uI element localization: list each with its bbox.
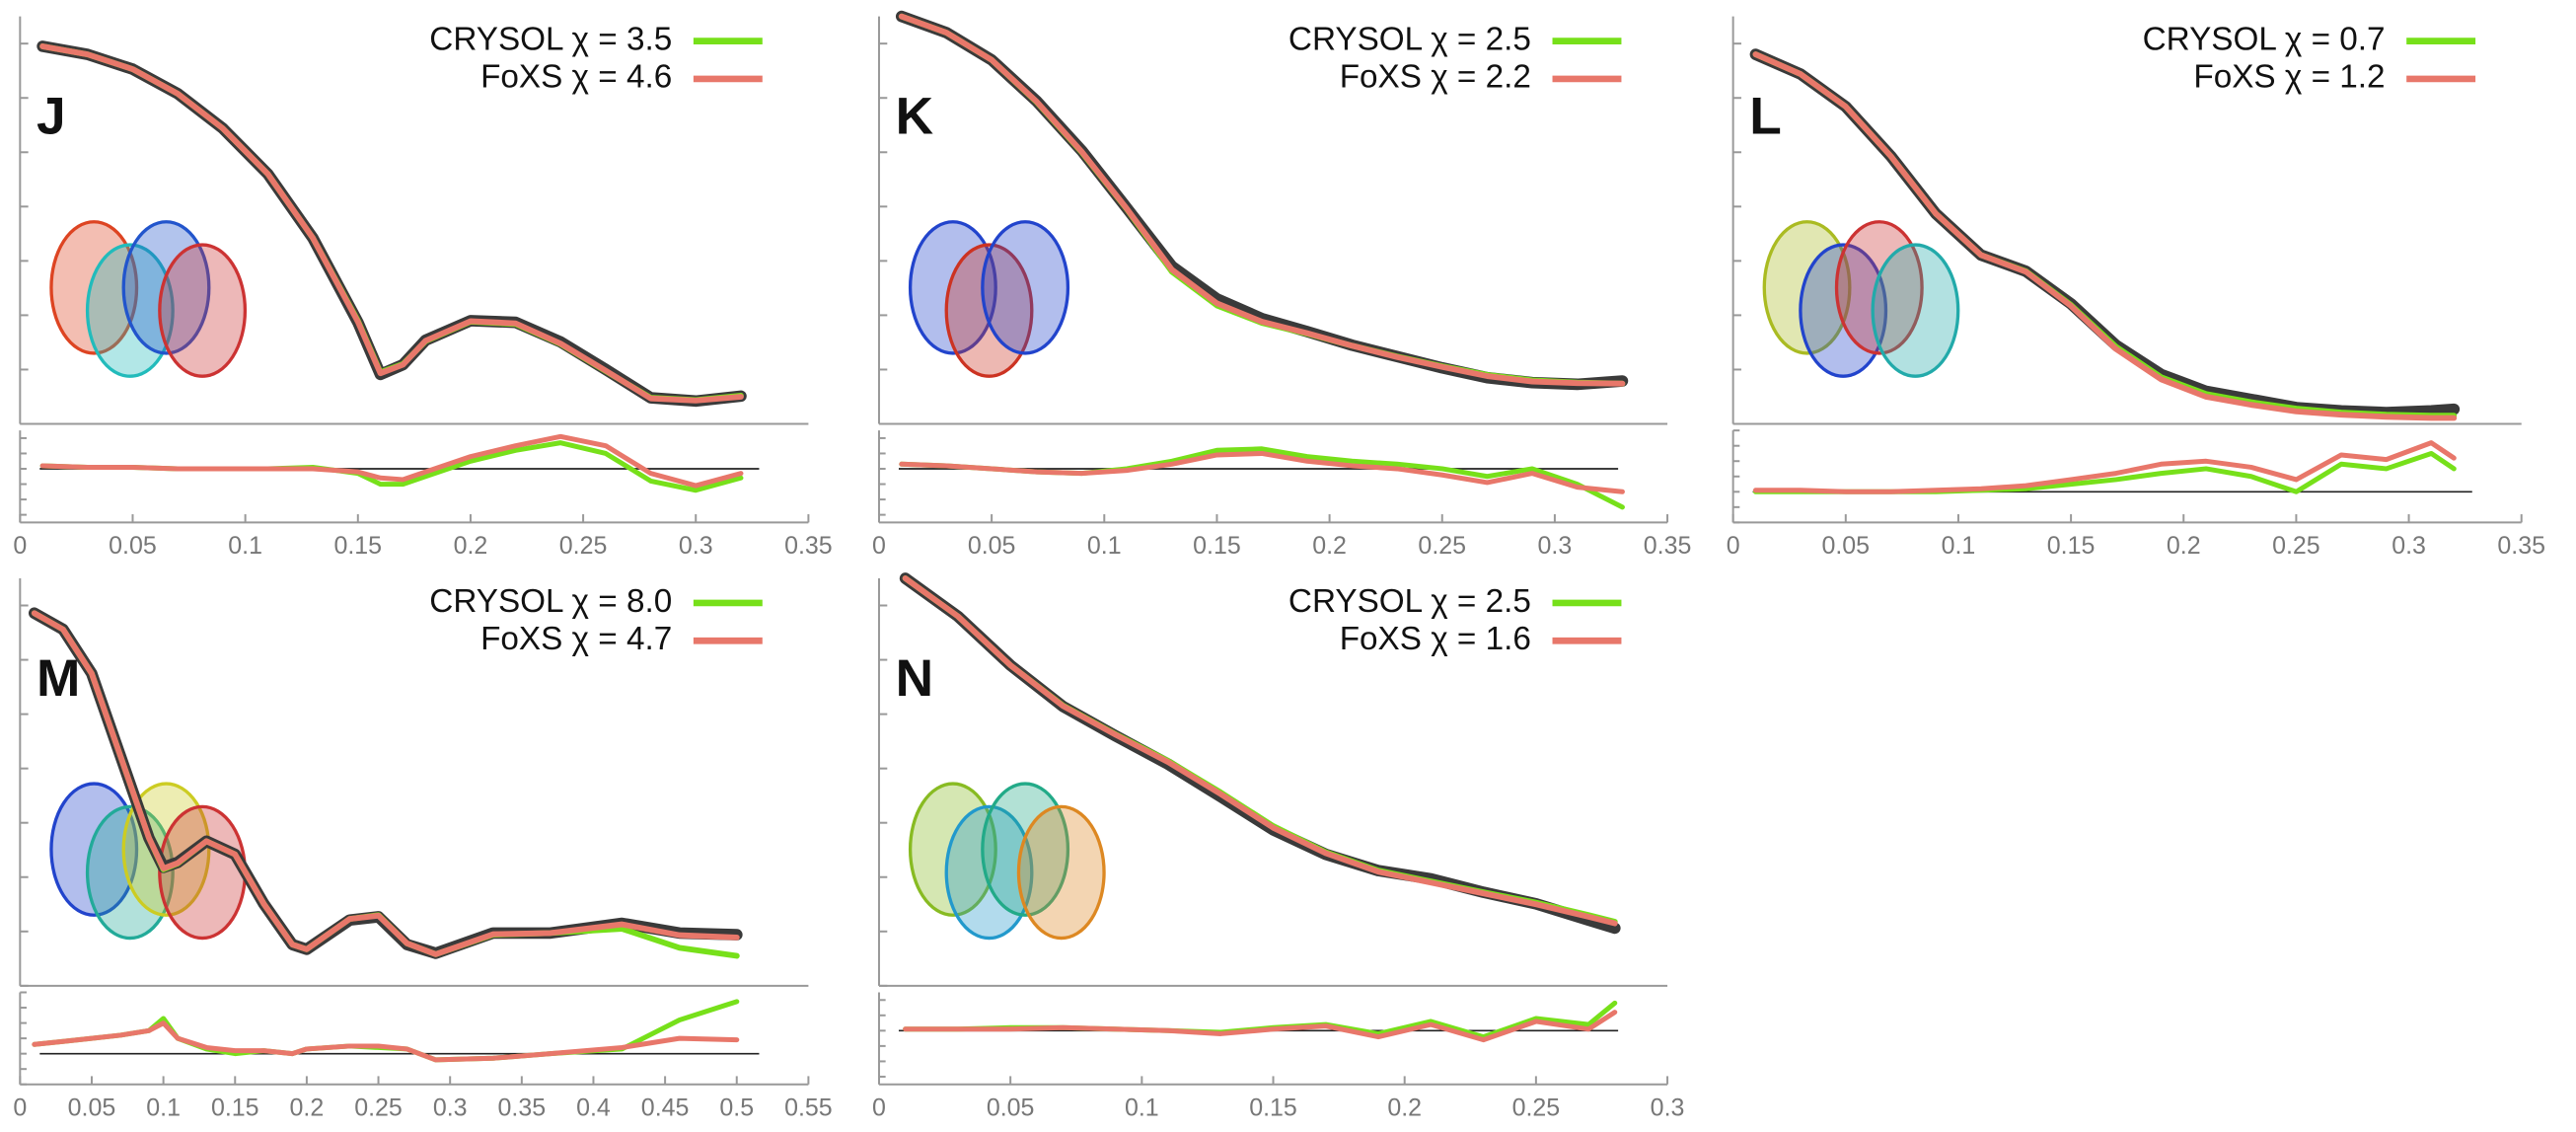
panel-letter: K (896, 88, 933, 146)
legend-label: CRYSOL χ = 2.5 (1288, 21, 1531, 57)
fit-line (31, 610, 740, 957)
x-tick-label: 0.1 (1942, 532, 1976, 560)
structure-picture (85, 243, 175, 378)
structure-picture (908, 220, 997, 355)
x-tick-label: 0.1 (228, 532, 262, 560)
structure-picture (981, 220, 1070, 355)
x-tick-label: 0.15 (211, 1094, 259, 1121)
x-tick-label: 0.2 (290, 1094, 325, 1121)
x-tick-label: 0.2 (454, 532, 488, 560)
residual-line (39, 433, 744, 489)
x-tick-label: 0.1 (146, 1094, 181, 1121)
structure-picture (1799, 243, 1888, 378)
structure-picture (1762, 220, 1852, 355)
structure-picture (121, 220, 211, 355)
structure-picture (49, 782, 139, 917)
x-tick-label: 0.15 (1249, 1094, 1297, 1121)
structure-picture (1016, 804, 1106, 941)
x-tick-label: 0.05 (1821, 532, 1870, 560)
fit-line (39, 43, 744, 404)
x-tick-label: 0.5 (719, 1094, 754, 1121)
x-tick-label: 0 (13, 532, 27, 560)
x-tick-label: 0.15 (2047, 532, 2096, 560)
structure-picture (981, 782, 1070, 917)
x-tick-label: 0.15 (333, 532, 382, 560)
residual-line (1752, 440, 2457, 494)
x-tick-label: 0.35 (498, 1094, 547, 1121)
panel-letter: L (1749, 88, 1782, 146)
structure-picture (1834, 220, 1924, 355)
x-tick-label: 0.05 (968, 532, 1016, 560)
residual-line (32, 1020, 740, 1063)
x-tick-label: 0.25 (2272, 532, 2320, 560)
x-tick-label: 0.25 (1418, 532, 1466, 560)
x-tick-label: 0.25 (354, 1094, 403, 1121)
x-tick-label: 0.05 (68, 1094, 116, 1121)
legend-label: CRYSOL χ = 2.5 (1288, 583, 1531, 620)
legend-label: CRYSOL χ = 3.5 (429, 21, 672, 57)
x-tick-label: 0 (872, 532, 886, 560)
x-tick-label: 0.3 (433, 1094, 468, 1121)
structure-picture (944, 243, 1034, 378)
x-tick-label: 0.05 (987, 1094, 1035, 1121)
x-tick-label: 0.3 (2392, 532, 2426, 560)
legend-label: CRYSOL χ = 8.0 (429, 583, 672, 620)
x-tick-label: 0.1 (1125, 1094, 1159, 1121)
legend-label: FoXS χ = 4.7 (480, 621, 672, 657)
legend-label: FoXS χ = 1.2 (2193, 59, 2385, 96)
x-tick-label: 0.2 (2167, 532, 2201, 560)
x-tick-label: 0.35 (1644, 532, 1692, 560)
residual-line (899, 450, 1625, 494)
fit-line (898, 13, 1626, 387)
x-tick-label: 0.15 (1193, 532, 1241, 560)
x-tick-label: 0.35 (2497, 532, 2545, 560)
x-tick-label: 0.55 (784, 1094, 833, 1121)
structure-picture (158, 243, 248, 378)
x-tick-label: 0.1 (1087, 532, 1122, 560)
x-tick-label: 0.3 (1538, 532, 1573, 560)
legend-label: FoXS χ = 2.2 (1340, 59, 1531, 96)
fit-line (902, 575, 1618, 927)
x-tick-label: 0.35 (784, 532, 833, 560)
legend-label: FoXS χ = 1.6 (1340, 621, 1531, 657)
panel-letter: J (37, 88, 66, 146)
panel-letter: N (896, 649, 933, 708)
legend-label: FoXS χ = 4.6 (480, 59, 672, 96)
x-tick-label: 0.05 (109, 532, 157, 560)
fit-line (1752, 51, 2458, 421)
x-tick-label: 0.2 (1387, 1094, 1422, 1121)
structure-picture (1871, 243, 1960, 378)
x-tick-label: 0.25 (559, 532, 608, 560)
x-tick-label: 0.3 (1651, 1094, 1685, 1121)
structure-picture (944, 804, 1034, 941)
x-tick-label: 0.3 (679, 532, 713, 560)
structure-picture (158, 804, 248, 941)
residual-line (903, 1010, 1618, 1043)
legend-label: CRYSOL χ = 0.7 (2143, 21, 2386, 57)
x-tick-label: 0 (872, 1094, 886, 1121)
x-tick-label: 0 (13, 1094, 27, 1121)
x-tick-label: 0.4 (576, 1094, 611, 1121)
x-tick-label: 0 (1727, 532, 1740, 560)
panel-letter: M (37, 649, 80, 708)
x-tick-label: 0.45 (641, 1094, 690, 1121)
structure-picture (49, 220, 139, 355)
x-tick-label: 0.2 (1312, 532, 1347, 560)
x-tick-label: 0.25 (1512, 1094, 1561, 1121)
structure-picture (908, 782, 997, 917)
